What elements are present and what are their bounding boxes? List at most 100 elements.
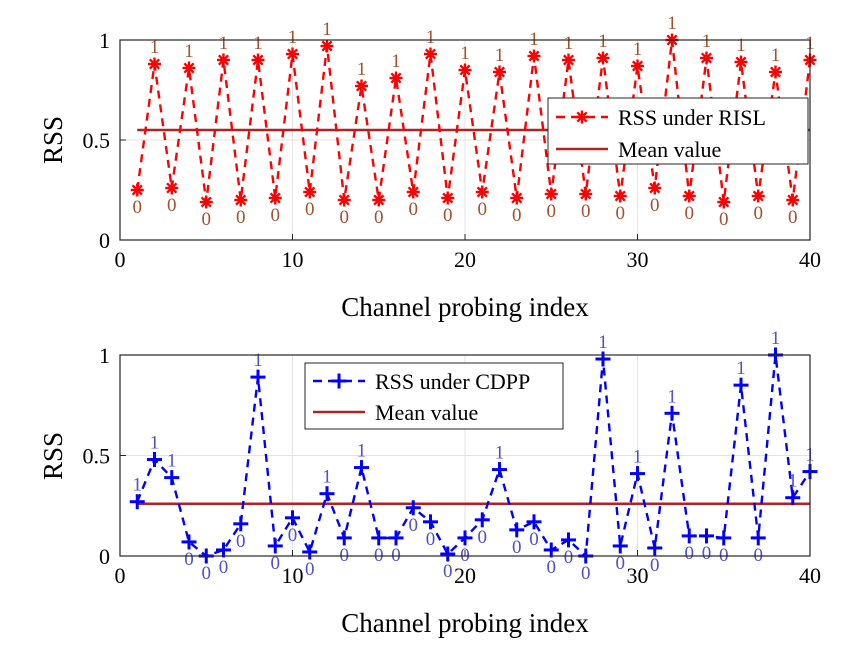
bit-label: 0 bbox=[702, 543, 712, 564]
bit-label: 0 bbox=[478, 199, 488, 220]
bit-label: 1 bbox=[391, 51, 401, 72]
bit-label: 0 bbox=[288, 525, 298, 546]
data-point bbox=[561, 532, 576, 548]
bit-label: 1 bbox=[460, 43, 470, 64]
data-point bbox=[303, 185, 317, 199]
bit-label: 0 bbox=[340, 207, 350, 228]
bit-label: 1 bbox=[667, 386, 677, 407]
bit-label: 1 bbox=[495, 443, 505, 464]
bit-label: 1 bbox=[736, 35, 746, 56]
y-axis-label: RSS bbox=[38, 116, 68, 164]
y-tick-label: 1 bbox=[99, 343, 110, 368]
data-point bbox=[320, 39, 334, 53]
data-point bbox=[440, 546, 456, 562]
bit-label: 0 bbox=[650, 195, 660, 216]
bit-label: 1 bbox=[667, 13, 677, 34]
data-point bbox=[337, 193, 351, 207]
data-point bbox=[130, 183, 144, 197]
bit-label: 0 bbox=[167, 195, 177, 216]
data-point bbox=[129, 494, 145, 510]
data-point bbox=[613, 189, 627, 203]
data-point bbox=[682, 189, 696, 203]
bit-label: 0 bbox=[616, 203, 626, 224]
data-point bbox=[562, 53, 575, 67]
bit-label: 1 bbox=[253, 350, 263, 371]
data-point bbox=[336, 530, 352, 546]
bit-label: 0 bbox=[547, 557, 557, 578]
data-point bbox=[148, 57, 161, 71]
data-point bbox=[733, 377, 749, 393]
bit-label: 0 bbox=[443, 205, 453, 226]
data-point bbox=[648, 181, 662, 195]
bit-label: 0 bbox=[512, 205, 522, 226]
x-tick-label: 30 bbox=[627, 563, 649, 588]
legend-label-risl: RSS under RISL bbox=[618, 105, 766, 130]
data-point bbox=[233, 516, 249, 532]
bit-label: 1 bbox=[426, 27, 436, 48]
bit-label: 1 bbox=[771, 45, 781, 66]
x-tick-label: 40 bbox=[799, 563, 821, 588]
y-tick-label: 0 bbox=[99, 544, 110, 569]
bit-label: 0 bbox=[184, 549, 194, 570]
data-point bbox=[699, 528, 714, 544]
data-point bbox=[734, 55, 748, 69]
bit-label: 0 bbox=[616, 553, 626, 574]
bit-label: 1 bbox=[598, 31, 608, 52]
bit-label: 0 bbox=[512, 537, 522, 558]
bit-label: 1 bbox=[357, 441, 367, 462]
data-point bbox=[458, 63, 472, 77]
data-point bbox=[510, 191, 524, 205]
data-point bbox=[647, 540, 663, 556]
x-tick-label: 30 bbox=[627, 247, 649, 272]
bit-label: 0 bbox=[443, 561, 453, 582]
data-point bbox=[388, 530, 404, 546]
data-point bbox=[302, 544, 318, 560]
bit-label: 0 bbox=[685, 543, 695, 564]
data-point bbox=[405, 500, 421, 516]
data-point bbox=[165, 181, 179, 195]
bit-label: 0 bbox=[271, 205, 281, 226]
data-point bbox=[596, 51, 610, 65]
bit-label: 1 bbox=[564, 33, 574, 54]
bit-label: 0 bbox=[271, 553, 281, 574]
data-point bbox=[630, 466, 645, 482]
data-point bbox=[285, 510, 300, 526]
x-axis-label: Channel probing index bbox=[341, 292, 589, 322]
x-tick-label: 0 bbox=[115, 247, 126, 272]
legend-marker-cdpp bbox=[331, 373, 347, 389]
data-point bbox=[579, 187, 593, 201]
bit-label: 1 bbox=[150, 37, 160, 58]
legend-marker-glyph bbox=[575, 110, 589, 124]
bit-label: 0 bbox=[581, 563, 591, 584]
bit-label: 0 bbox=[202, 209, 212, 230]
data-point bbox=[786, 193, 800, 207]
bit-label: 1 bbox=[736, 358, 746, 379]
y-tick-label: 0.5 bbox=[83, 128, 111, 153]
data-point bbox=[389, 71, 403, 85]
data-point bbox=[251, 53, 265, 67]
data-point bbox=[355, 79, 368, 93]
data-point bbox=[286, 47, 299, 61]
legend-label-cdpp: RSS under CDPP bbox=[375, 369, 530, 394]
bit-label: 0 bbox=[409, 515, 419, 536]
y-tick-label: 1 bbox=[99, 28, 110, 53]
bit-label: 0 bbox=[305, 199, 315, 220]
bit-label: 1 bbox=[633, 447, 643, 468]
bit-label: 0 bbox=[685, 203, 695, 224]
bit-label: 1 bbox=[322, 467, 332, 488]
bit-label: 0 bbox=[564, 547, 574, 568]
x-tick-label: 40 bbox=[799, 247, 821, 272]
data-point bbox=[457, 530, 473, 546]
data-point bbox=[527, 49, 541, 63]
data-point bbox=[234, 193, 248, 207]
bit-label: 0 bbox=[788, 207, 798, 228]
data-point bbox=[199, 195, 213, 209]
bit-label: 1 bbox=[495, 45, 505, 66]
bit-label: 0 bbox=[305, 559, 315, 580]
bit-label: 0 bbox=[754, 203, 764, 224]
bit-label: 1 bbox=[633, 39, 643, 60]
